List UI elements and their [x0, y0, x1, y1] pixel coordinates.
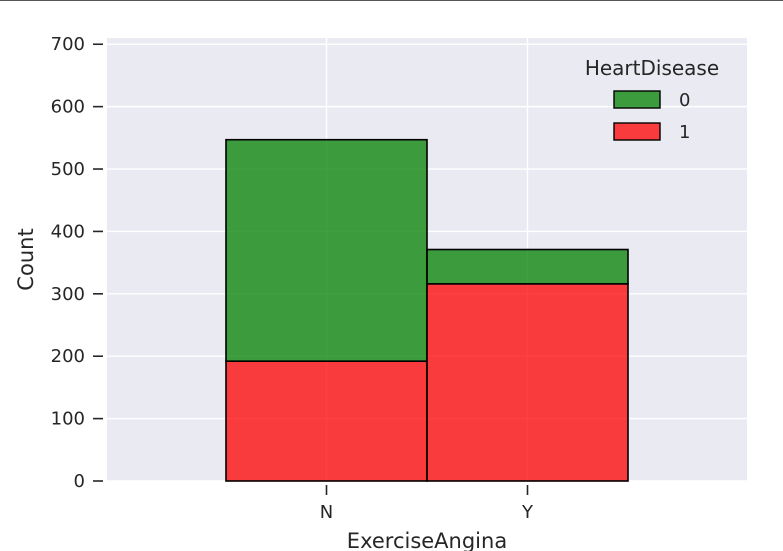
y-tick-label-100: 100 — [51, 409, 85, 430]
y-tick-label-200: 200 — [51, 346, 85, 367]
window-top-border — [0, 0, 783, 1]
y-axis: 0 100 200 300 400 500 600 700 — [51, 34, 103, 492]
bar-N-heartdisease-0 — [225, 138, 428, 363]
bar-Y-heartdisease-1 — [426, 283, 629, 482]
y-tick-label-600: 600 — [51, 97, 85, 118]
y-tick-label-0: 0 — [74, 471, 85, 492]
y-tick-label-400: 400 — [51, 221, 85, 242]
y-tick-label-300: 300 — [51, 284, 85, 305]
bars — [225, 138, 629, 482]
x-tick-label-Y: Y — [521, 502, 534, 523]
legend-title: HeartDisease — [585, 56, 719, 80]
y-axis-label: Count — [14, 228, 38, 290]
x-axis-label: ExerciseAngina — [347, 529, 507, 551]
legend-swatch-1 — [613, 122, 661, 141]
bar-Y-heartdisease-0 — [426, 248, 629, 285]
legend-label-0: 0 — [679, 90, 690, 111]
legend-swatch-0 — [613, 90, 661, 109]
y-tick-label-700: 700 — [51, 34, 85, 55]
legend-label-1: 1 — [679, 122, 690, 143]
bar-N-heartdisease-1 — [225, 360, 428, 482]
legend: HeartDisease 0 1 — [585, 56, 719, 143]
x-tick-label-N: N — [320, 502, 333, 523]
y-tick-label-500: 500 — [51, 159, 85, 180]
